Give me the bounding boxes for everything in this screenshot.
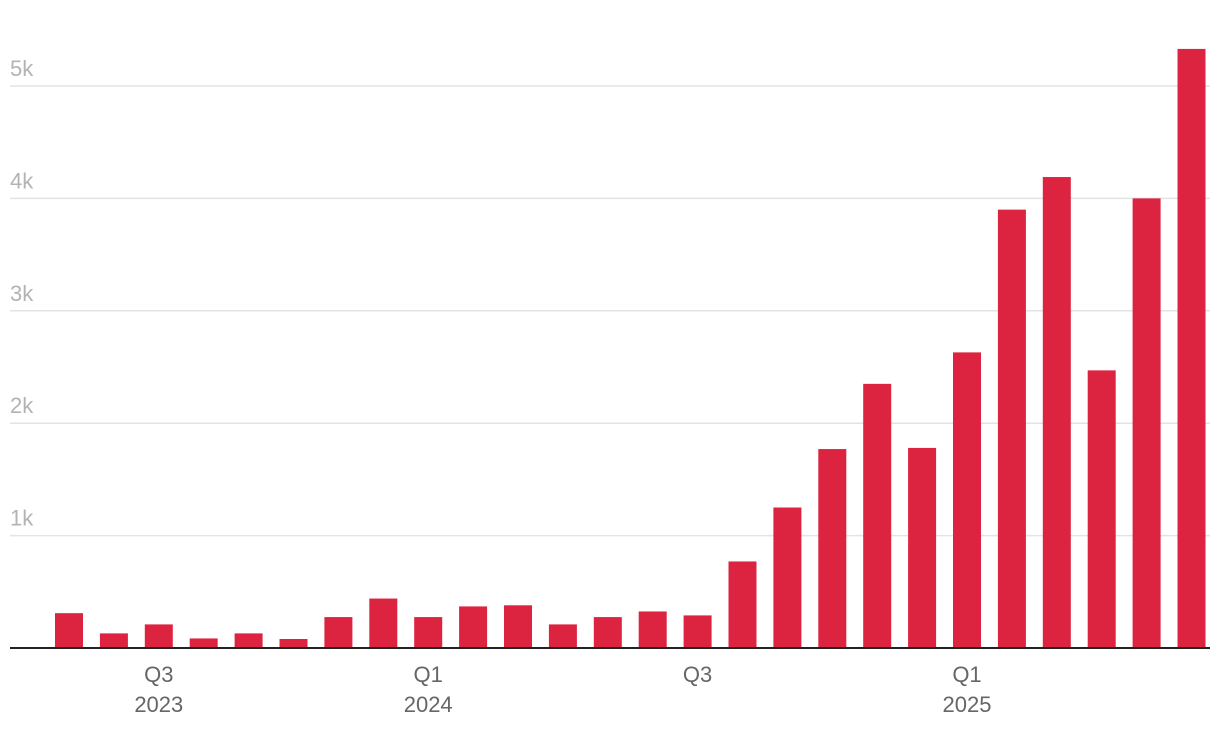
x-tick-label-quarter: Q3: [144, 662, 173, 687]
bar-2025-01: [908, 447, 937, 648]
bar-2025-04: [1042, 177, 1071, 648]
y-tick-label: 2k: [10, 393, 34, 418]
bar-2024-10: [773, 507, 802, 648]
bar-2025-03: [997, 209, 1026, 648]
bar-2023-10: [234, 633, 263, 648]
bar-2023-12: [324, 617, 353, 648]
bar-2024-12: [863, 383, 892, 648]
bar-2023-07: [99, 633, 128, 648]
x-tick-label-quarter: Q1: [414, 662, 443, 687]
bar-2024-09: [728, 561, 757, 648]
bar-2024-02: [414, 617, 443, 648]
bar-2024-05: [548, 624, 577, 648]
x-tick-label-year: 2023: [134, 692, 183, 717]
bar-2024-08: [683, 615, 712, 648]
x-tick-label-quarter: Q3: [683, 662, 712, 687]
bar-2023-11: [279, 639, 308, 648]
bar-2024-03: [459, 606, 488, 648]
bar-2025-06: [1132, 198, 1161, 648]
x-tick-label-year: 2025: [943, 692, 992, 717]
bar-2024-11: [818, 449, 847, 648]
x-axis-ticks: Q3 2023 Q1 2024 Q3 Q1 2025: [134, 662, 991, 717]
x-tick-label-year: 2024: [404, 692, 453, 717]
bar-2023-08: [144, 624, 173, 648]
y-tick-label: 5k: [10, 56, 34, 81]
bar-2024-07: [638, 611, 667, 648]
bar-2025-02: [953, 352, 981, 648]
bar-2023-09: [189, 638, 218, 648]
y-axis-ticks: 1k 2k 3k 4k 5k: [10, 56, 34, 531]
x-tick-label-quarter: Q1: [952, 662, 981, 687]
y-tick-label: 4k: [10, 168, 34, 193]
gridlines: [10, 85, 1210, 537]
bar-2024-04: [504, 605, 532, 648]
bars: [55, 48, 1206, 648]
y-tick-label: 1k: [10, 506, 34, 531]
bar-2023-06: [55, 613, 83, 648]
bar-2024-01: [369, 598, 398, 648]
bar-2025-05: [1087, 370, 1116, 648]
bar-2025-07: [1177, 48, 1206, 648]
y-tick-label: 3k: [10, 281, 34, 306]
bar-2024-06: [593, 617, 622, 648]
